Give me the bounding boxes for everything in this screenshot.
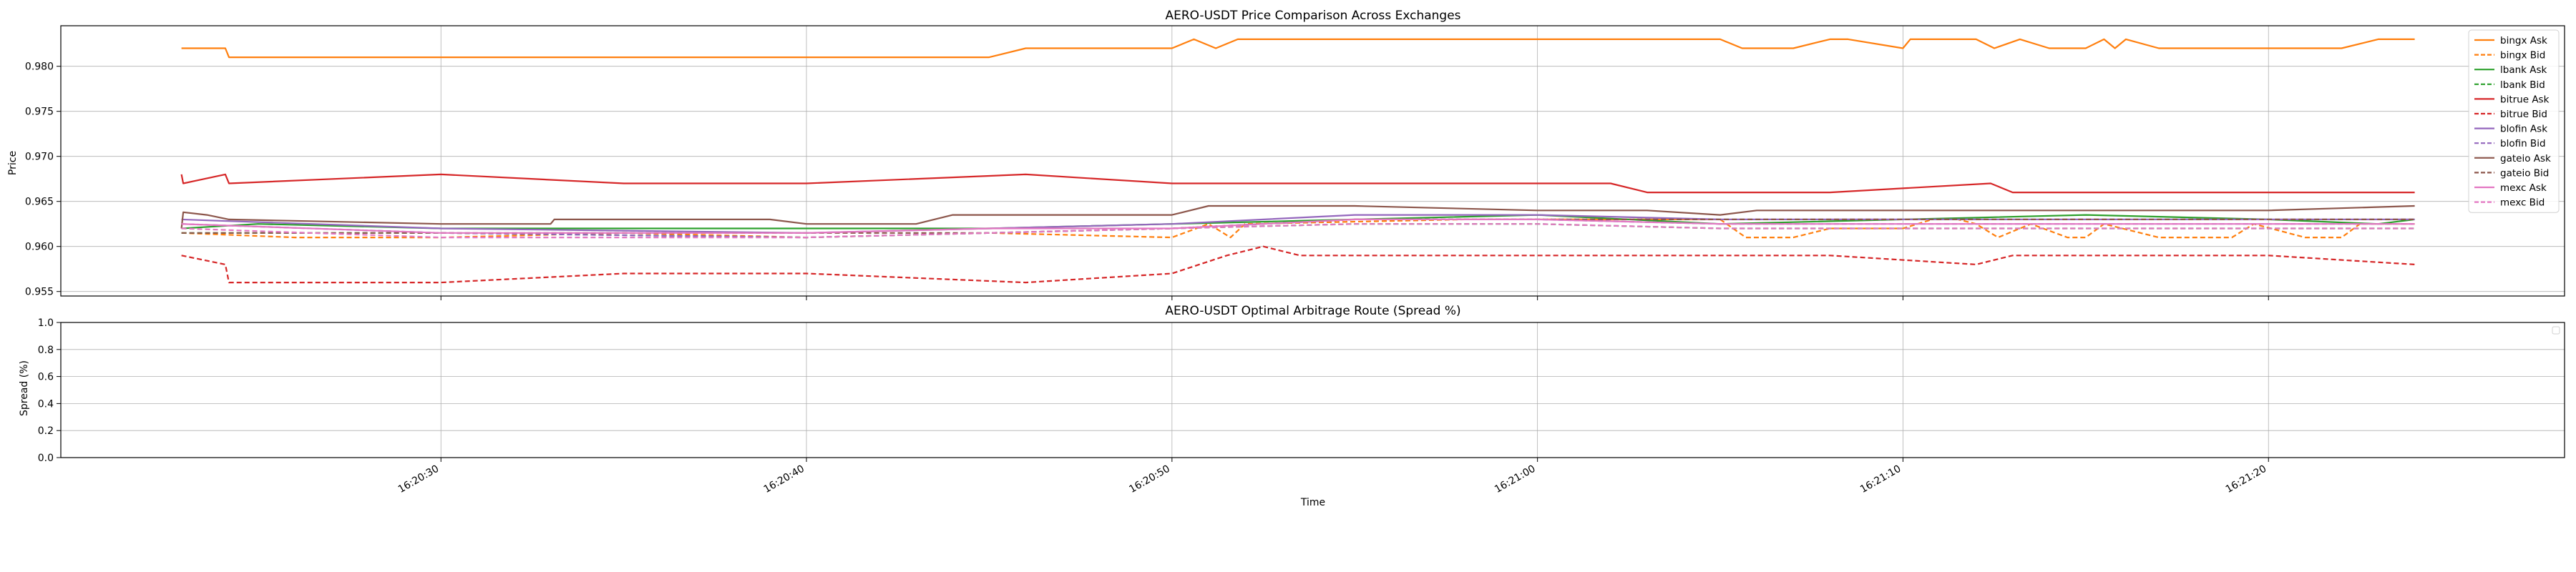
- spread-x-axis-label: Time: [1300, 497, 1325, 508]
- y-tick-label: 1.0: [38, 317, 54, 329]
- price-plot-frame: [60, 25, 2565, 297]
- legend-label-bitrue-bid: bitrue Bid: [2500, 109, 2547, 120]
- series-line-bingx-ask: [181, 38, 2415, 59]
- y-tick-label: 0.6: [38, 372, 54, 383]
- y-tick-label: 0.4: [38, 398, 54, 410]
- y-tick-label: 0.8: [38, 345, 54, 356]
- legend-label-lbank-ask: lbank Ask: [2500, 64, 2547, 76]
- y-tick-label: 0.975: [25, 107, 54, 118]
- price-y-axis-label: Price: [7, 151, 19, 175]
- price-grid: [61, 26, 2565, 296]
- legend-label-bingx-bid: bingx Bid: [2500, 50, 2545, 61]
- spread-y-ticks: 0.0 0.2 0.4 0.6 0.8 1.0: [38, 317, 61, 464]
- y-tick-label: 0.2: [38, 425, 54, 437]
- series-line-mexc-ask: [181, 218, 2415, 234]
- series-line-bitrue-ask: [180, 173, 2415, 194]
- series-line-bitrue-bid: [181, 245, 2415, 284]
- price-x-ticks: [440, 296, 2269, 300]
- legend-label-bitrue-ask: bitrue Ask: [2500, 94, 2550, 105]
- spread-plot-frame: [60, 322, 2565, 458]
- y-tick-label: 0.0: [38, 453, 54, 464]
- legend-label-lbank-bid: lbank Bid: [2500, 79, 2545, 91]
- series-line-gateio-ask: [180, 204, 2415, 229]
- price-chart-title: AERO-USDT Price Comparison Across Exchan…: [1165, 9, 1460, 23]
- y-tick-label: 0.965: [25, 197, 54, 208]
- legend-label-bingx-ask: bingx Ask: [2500, 35, 2547, 46]
- legend-label-blofin-ask: blofin Ask: [2500, 124, 2547, 135]
- price-legend: bingx Ask bingx Bid lbank Ask lbank Bid bitr…: [2468, 29, 2560, 213]
- price-series-lines: [180, 38, 2415, 284]
- legend-label-gateio-bid: gateio Bid: [2500, 167, 2549, 179]
- spread-chart-title: AERO-USDT Optimal Arbitrage Route (Sprea…: [1165, 304, 1460, 318]
- legend-box: [2468, 29, 2560, 213]
- y-tick-label: 0.980: [25, 61, 54, 73]
- price-y-ticks: 0.955 0.960 0.965 0.970 0.975 0.980: [25, 61, 61, 298]
- legend-label-blofin-bid: blofin Bid: [2500, 138, 2546, 149]
- legend-label-gateio-ask: gateio Ask: [2500, 153, 2551, 164]
- series-line-bingx-bid: [181, 218, 2415, 239]
- legend-label-mexc-bid: mexc Bid: [2500, 197, 2545, 209]
- y-tick-label: 0.960: [25, 242, 54, 253]
- y-tick-label: 0.970: [25, 152, 54, 163]
- legend-label-mexc-ask: mexc Ask: [2500, 182, 2547, 194]
- spread-legend-box: [2552, 326, 2560, 335]
- spread-y-axis-label: Spread (%): [19, 360, 30, 416]
- y-tick-label: 0.955: [25, 287, 54, 298]
- price-comparison-panel: AERO-USDT Price Comparison Across Exchan…: [7, 9, 2565, 300]
